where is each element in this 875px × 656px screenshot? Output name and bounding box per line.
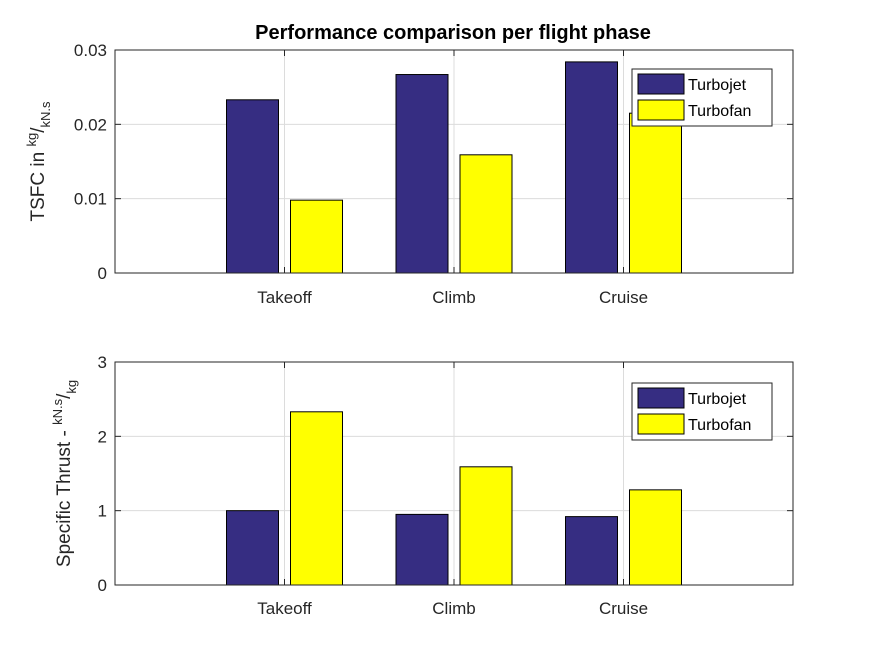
y-tick-label: 3 [98, 353, 107, 372]
legend-label-turbojet: Turbojet [688, 391, 747, 408]
x-tick-label: Takeoff [257, 288, 312, 307]
x-tick-label: Cruise [599, 288, 648, 307]
bar-turbojet-cruise [565, 61, 618, 274]
y-axis-label-part: kg [64, 380, 79, 394]
y-axis-label-part: / [28, 127, 49, 133]
bar-turbofan-climb [459, 154, 513, 274]
specific-thrust-chart: 0 1 2 3 Takeoff Climb Cruise Specific Thrust - … [50, 353, 794, 618]
legend-swatch-turbofan [637, 413, 685, 435]
legend-swatch-turbojet [637, 73, 685, 95]
bar-turbofan-climb [459, 466, 513, 586]
y-axis-label-part: kN.s [50, 398, 65, 425]
y-axis-label: Specific Thrust - kN.s/kg [50, 380, 79, 567]
bar-turbojet-climb [395, 513, 449, 586]
y-tick-label: 0 [98, 576, 107, 595]
figure-title: Performance comparison per flight phase [255, 22, 651, 44]
bar-turbofan-takeoff [290, 199, 343, 274]
y-axis-label-part: TSFC in [28, 147, 49, 222]
legend-label-turbofan: Turbofan [688, 103, 751, 120]
y-axis-label: TSFC in kg/kN.s [24, 101, 53, 221]
y-tick-label: 0.01 [74, 190, 107, 209]
x-tick-label: Climb [432, 288, 475, 307]
tsfc-chart: 0 0.01 0.02 0.03 Takeoff Climb Cruise TSFC in k… [24, 41, 794, 307]
legend-label-turbojet: Turbojet [688, 77, 747, 94]
y-tick-label: 0 [98, 264, 107, 283]
x-tick-label: Cruise [599, 599, 648, 618]
bar-turbojet-climb [395, 74, 449, 274]
y-axis-label-part: kN.s [38, 101, 53, 128]
legend-swatch-turbojet [637, 387, 685, 409]
bar-turbojet-takeoff [226, 510, 279, 586]
y-tick-label: 1 [98, 502, 107, 521]
bar-turbojet-cruise [565, 516, 618, 586]
y-tick-label: 0.03 [74, 41, 107, 60]
y-tick-label: 2 [98, 427, 107, 446]
bar-turbofan-cruise [629, 112, 682, 274]
legend-swatch-turbofan [637, 99, 685, 121]
y-axis-label-part: Specific Thrust - [54, 425, 75, 567]
x-tick-label: Climb [432, 599, 475, 618]
legend-label-turbofan: Turbofan [688, 417, 751, 434]
y-axis-label-part: / [54, 393, 75, 399]
bar-turbojet-takeoff [226, 99, 279, 274]
bar-turbofan-cruise [629, 489, 682, 586]
x-tick-label: Takeoff [257, 599, 312, 618]
y-tick-label: 0.02 [74, 115, 107, 134]
y-axis-label-part: kg [24, 133, 39, 147]
bar-turbofan-takeoff [290, 411, 343, 586]
